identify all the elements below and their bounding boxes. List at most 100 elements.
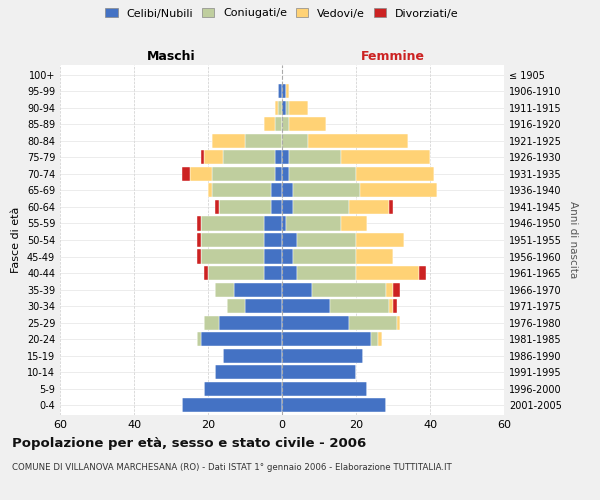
Bar bbox=[286, 101, 289, 115]
Bar bbox=[311, 282, 386, 296]
Bar bbox=[275, 118, 282, 132]
Bar bbox=[271, 200, 282, 214]
Bar bbox=[397, 316, 400, 330]
Bar bbox=[245, 299, 282, 313]
Bar bbox=[349, 316, 397, 330]
Bar bbox=[282, 348, 364, 362]
Bar bbox=[212, 184, 271, 198]
Bar bbox=[293, 250, 356, 264]
Bar bbox=[308, 134, 408, 148]
Bar bbox=[282, 134, 308, 148]
Bar bbox=[286, 216, 341, 230]
Bar bbox=[200, 233, 263, 247]
Bar bbox=[293, 200, 349, 214]
Bar bbox=[212, 134, 245, 148]
Bar bbox=[263, 266, 282, 280]
Bar bbox=[297, 233, 356, 247]
Bar bbox=[371, 332, 378, 346]
Bar bbox=[227, 299, 245, 313]
Bar bbox=[356, 167, 434, 181]
Bar bbox=[282, 233, 297, 247]
Bar bbox=[289, 167, 356, 181]
Bar bbox=[286, 84, 289, 98]
Bar bbox=[282, 382, 367, 396]
Bar bbox=[282, 200, 293, 214]
Bar bbox=[219, 200, 271, 214]
Bar bbox=[341, 150, 430, 164]
Bar bbox=[219, 316, 282, 330]
Bar bbox=[282, 398, 386, 412]
Bar bbox=[190, 167, 212, 181]
Bar bbox=[197, 332, 200, 346]
Bar bbox=[208, 184, 212, 198]
Bar bbox=[297, 266, 356, 280]
Bar bbox=[282, 316, 349, 330]
Text: COMUNE DI VILLANOVA MARCHESANA (RO) - Dati ISTAT 1° gennaio 2006 - Elaborazione : COMUNE DI VILLANOVA MARCHESANA (RO) - Da… bbox=[12, 463, 452, 472]
Bar bbox=[263, 233, 282, 247]
Bar bbox=[293, 184, 360, 198]
Bar bbox=[289, 150, 341, 164]
Bar bbox=[282, 365, 356, 379]
Bar bbox=[282, 299, 330, 313]
Bar bbox=[393, 282, 400, 296]
Bar bbox=[275, 150, 282, 164]
Bar bbox=[215, 365, 282, 379]
Bar bbox=[275, 167, 282, 181]
Bar bbox=[389, 200, 393, 214]
Bar bbox=[212, 167, 275, 181]
Bar bbox=[289, 101, 308, 115]
Bar bbox=[341, 216, 367, 230]
Bar bbox=[204, 150, 223, 164]
Bar bbox=[200, 216, 263, 230]
Y-axis label: Anni di nascita: Anni di nascita bbox=[568, 202, 578, 278]
Bar bbox=[215, 282, 234, 296]
Text: Popolazione per età, sesso e stato civile - 2006: Popolazione per età, sesso e stato civil… bbox=[12, 438, 366, 450]
Bar bbox=[393, 299, 397, 313]
Bar bbox=[200, 332, 282, 346]
Y-axis label: Fasce di età: Fasce di età bbox=[11, 207, 21, 273]
Bar bbox=[263, 216, 282, 230]
Bar bbox=[278, 84, 282, 98]
Bar bbox=[282, 150, 289, 164]
Bar bbox=[197, 250, 200, 264]
Bar bbox=[378, 332, 382, 346]
Bar bbox=[282, 332, 371, 346]
Bar bbox=[282, 101, 286, 115]
Bar bbox=[204, 316, 219, 330]
Text: Femmine: Femmine bbox=[361, 50, 425, 62]
Bar bbox=[282, 84, 286, 98]
Bar bbox=[275, 101, 278, 115]
Bar bbox=[349, 200, 389, 214]
Bar bbox=[386, 282, 393, 296]
Bar bbox=[200, 250, 263, 264]
Bar bbox=[182, 167, 190, 181]
Bar bbox=[245, 134, 282, 148]
Bar bbox=[182, 398, 282, 412]
Bar bbox=[197, 216, 200, 230]
Bar bbox=[419, 266, 426, 280]
Bar bbox=[234, 282, 282, 296]
Bar bbox=[204, 266, 208, 280]
Bar bbox=[271, 184, 282, 198]
Bar bbox=[282, 266, 297, 280]
Bar bbox=[356, 250, 393, 264]
Bar bbox=[282, 216, 286, 230]
Bar bbox=[197, 233, 200, 247]
Bar bbox=[278, 101, 282, 115]
Bar bbox=[389, 299, 393, 313]
Bar bbox=[282, 250, 293, 264]
Bar bbox=[282, 282, 311, 296]
Bar bbox=[330, 299, 389, 313]
Bar bbox=[282, 184, 293, 198]
Bar bbox=[356, 266, 419, 280]
Bar bbox=[360, 184, 437, 198]
Bar bbox=[282, 167, 289, 181]
Bar bbox=[356, 233, 404, 247]
Bar bbox=[223, 348, 282, 362]
Bar bbox=[204, 382, 282, 396]
Legend: Celibi/Nubili, Coniugati/e, Vedovi/e, Divorziati/e: Celibi/Nubili, Coniugati/e, Vedovi/e, Di… bbox=[106, 8, 458, 18]
Bar bbox=[208, 266, 263, 280]
Bar bbox=[263, 118, 275, 132]
Bar bbox=[223, 150, 275, 164]
Bar bbox=[289, 118, 326, 132]
